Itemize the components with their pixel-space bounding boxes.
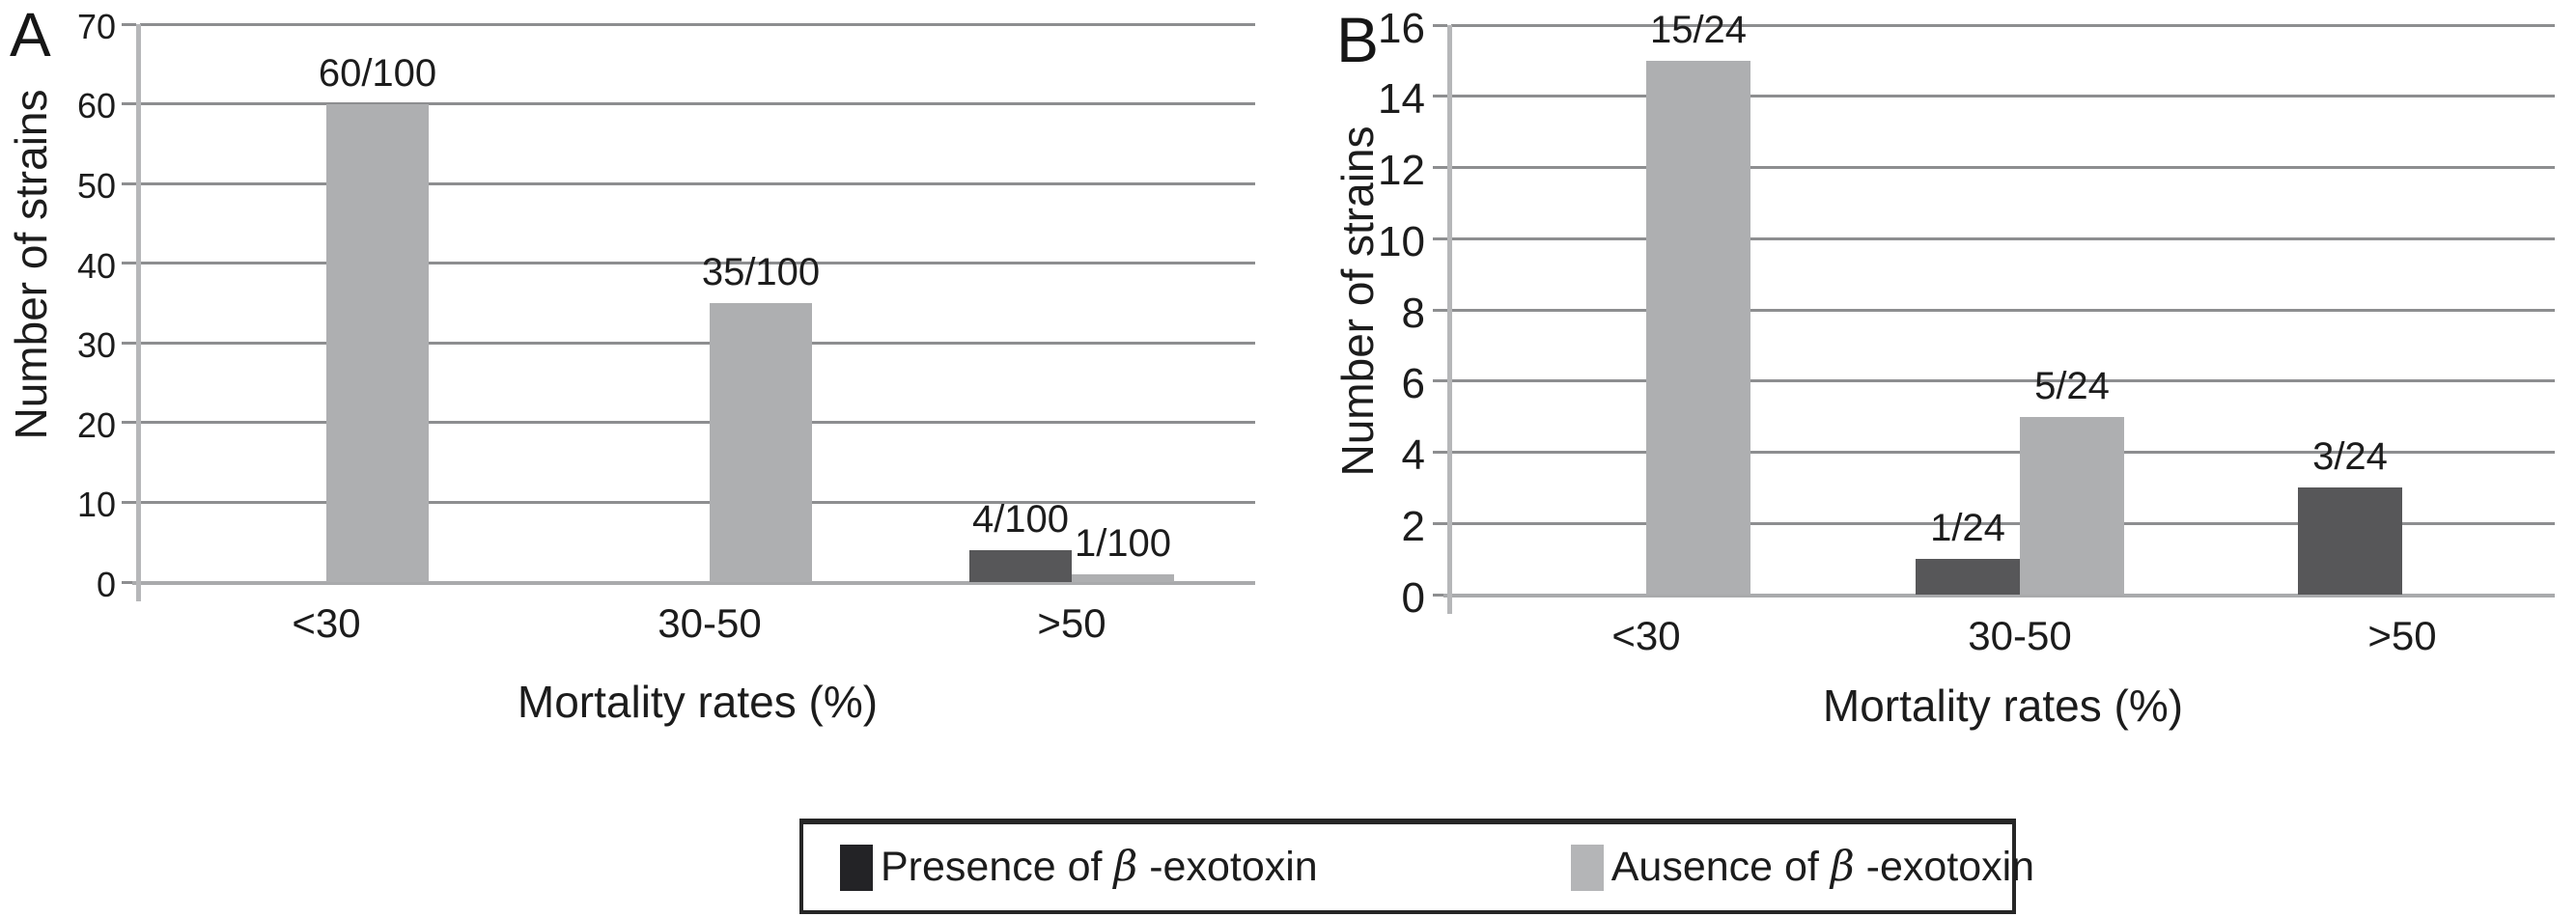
y-tick-mark-30 — [122, 341, 136, 345]
y-tick-mark-16 — [1433, 23, 1447, 27]
gridline-12 — [1451, 166, 2555, 169]
y-tick-mark-40 — [122, 262, 136, 265]
y-tick-label-6: 6 — [1401, 360, 1425, 408]
y-tick-label-4: 4 — [1401, 431, 1425, 480]
y-tick-label-0: 0 — [1401, 573, 1425, 622]
y-tick-label-50: 50 — [76, 166, 116, 207]
y-tick-label-10: 10 — [76, 485, 116, 525]
bar-right-30-50 — [2020, 416, 2124, 595]
x-axis-line — [1443, 594, 2555, 597]
bar-left-30-50 — [1916, 559, 2020, 595]
gridline-60 — [140, 102, 1255, 106]
gridline-30 — [140, 341, 1255, 345]
gridline-50 — [140, 181, 1255, 185]
legend-item-absence: Ausence of β -exotoxin — [1570, 844, 2034, 891]
y-tick-label-70: 70 — [76, 6, 116, 46]
value-label-4/100: 4/100 — [971, 497, 1070, 541]
y-axis-line — [136, 24, 141, 601]
panel-b-x-axis-title: Mortality rates (%) — [1822, 681, 2184, 731]
y-tick-mark-2 — [1433, 521, 1447, 525]
bar-left->50 — [2298, 487, 2402, 595]
y-tick-label-16: 16 — [1378, 4, 1425, 52]
legend-absence-suffix: -exotoxin — [1854, 844, 2035, 890]
y-tick-mark-12 — [1433, 166, 1447, 169]
legend-item-presence: Presence of β -exotoxin — [840, 844, 1318, 891]
gridline-16 — [1451, 23, 2555, 27]
y-tick-mark-70 — [122, 22, 136, 26]
bar-right-<30 — [326, 103, 429, 582]
y-tick-mark-10 — [122, 500, 136, 504]
beta-symbol: β — [1830, 843, 1855, 891]
y-tick-label-20: 20 — [76, 404, 116, 445]
gridline-10 — [1451, 236, 2555, 240]
x-tick-label-30-50: 30-50 — [658, 600, 762, 646]
y-tick-mark-4 — [1433, 451, 1447, 454]
y-tick-mark-6 — [1433, 379, 1447, 383]
y-tick-label-2: 2 — [1401, 502, 1425, 550]
gridline-20 — [140, 421, 1255, 425]
x-tick-label-<30: <30 — [292, 600, 361, 646]
value-label-15/24: 15/24 — [1649, 8, 1748, 51]
y-tick-mark-60 — [122, 102, 136, 106]
y-tick-mark-10 — [1433, 236, 1447, 240]
gridline-10 — [140, 500, 1255, 504]
presence-swatch-icon — [840, 844, 873, 891]
legend-absence-prefix: Ausence of — [1610, 844, 1831, 890]
y-tick-label-60: 60 — [76, 86, 116, 126]
y-tick-label-10: 10 — [1378, 217, 1425, 265]
y-tick-mark-8 — [1433, 308, 1447, 312]
bar-left->50 — [969, 549, 1072, 582]
absence-swatch-icon — [1570, 844, 1604, 891]
bar-right->50 — [1072, 573, 1174, 582]
y-tick-mark-20 — [122, 421, 136, 425]
legend-label-absence: Ausence of β -exotoxin — [1611, 847, 2034, 888]
y-tick-mark-14 — [1433, 95, 1447, 98]
value-label-5/24: 5/24 — [2034, 364, 2110, 407]
value-label-35/100: 35/100 — [701, 251, 821, 293]
gridline-2 — [1451, 521, 2555, 525]
y-tick-label-0: 0 — [96, 564, 116, 604]
panel-b-plot-area: 0 2 4 6 8 10 12 14 16 1/24 3/24 15/24 5/24 <30 30-50 >5… — [1378, 7, 2555, 656]
y-tick-label-8: 8 — [1401, 289, 1425, 337]
legend-label-presence: Presence of β -exotoxin — [881, 847, 1318, 888]
gridline-70 — [140, 22, 1255, 26]
value-label-3/24: 3/24 — [2312, 435, 2388, 479]
gridline-8 — [1451, 308, 2555, 312]
x-tick-label->50: >50 — [2367, 613, 2437, 658]
x-tick-label->50: >50 — [1037, 600, 1106, 646]
panel-b-letter: B — [1336, 4, 1380, 75]
value-label-60/100: 60/100 — [318, 51, 437, 95]
legend: Presence of β -exotoxin Ausence of β -ex… — [799, 819, 2034, 914]
y-tick-mark-0 — [122, 580, 136, 584]
gridline-6 — [1451, 379, 2555, 383]
gridline-4 — [1451, 451, 2555, 454]
y-tick-label-40: 40 — [76, 245, 116, 286]
beta-symbol: β — [1113, 843, 1138, 891]
y-tick-label-30: 30 — [76, 325, 116, 366]
y-tick-mark-0 — [1433, 593, 1447, 597]
bar-right-30-50 — [710, 303, 812, 582]
legend-presence-suffix: -exotoxin — [1137, 844, 1318, 890]
bar-right-<30 — [1646, 60, 1750, 595]
value-label-1/100: 1/100 — [1074, 521, 1172, 565]
x-tick-label-30-50: 30-50 — [1968, 613, 2072, 658]
y-tick-label-12: 12 — [1378, 147, 1425, 195]
panel-a-plot-area: 0 10 20 30 40 50 60 70 4/100 60/100 35/100 1/100 <30… — [77, 9, 1255, 644]
y-axis-line — [1447, 25, 1452, 614]
x-tick-label-<30: <30 — [1611, 613, 1681, 658]
legend-presence-prefix: Presence of — [881, 844, 1114, 890]
x-axis-line — [132, 581, 1255, 585]
value-label-1/24: 1/24 — [1930, 507, 2005, 550]
y-tick-mark-50 — [122, 181, 136, 185]
y-tick-label-14: 14 — [1378, 75, 1425, 124]
gridline-14 — [1451, 95, 2555, 98]
panel-a-x-axis-title: Mortality rates (%) — [517, 677, 879, 727]
panel-a-letter: A — [10, 0, 51, 69]
gridline-40 — [140, 262, 1255, 265]
